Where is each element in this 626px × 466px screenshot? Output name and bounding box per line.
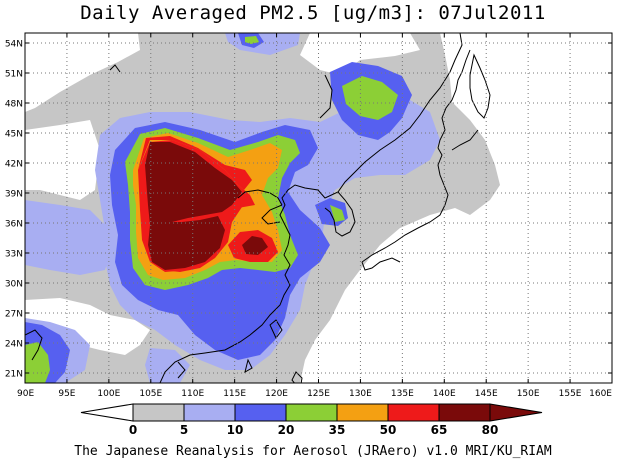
- lon-label: 135E: [391, 389, 414, 399]
- lat-label: 39N: [5, 190, 23, 200]
- lat-label: 36N: [5, 220, 23, 230]
- lon-label: 105E: [139, 389, 162, 399]
- footer-credit: The Japanese Reanalysis for Aerosol (JRA…: [74, 444, 552, 459]
- colorbar-label: 35: [329, 423, 346, 437]
- colorbar-over-arrow: [489, 403, 543, 422]
- colorbar-label: 5: [180, 423, 188, 437]
- lon-label: 115E: [223, 389, 246, 399]
- colorbar-box: [438, 403, 491, 422]
- colorbar-label: 0: [129, 423, 137, 437]
- lat-label: 30N: [5, 280, 23, 290]
- colorbar-box: [336, 403, 389, 422]
- colorbar-box: [183, 403, 236, 422]
- colorbar-label: 20: [278, 423, 295, 437]
- lon-label: 150E: [517, 389, 540, 399]
- colorbar-label: 10: [227, 423, 244, 437]
- colorbar: 0 5 10 20 35 50 65 80: [80, 403, 543, 437]
- colorbar-under-arrow: [80, 403, 134, 422]
- lat-label: 42N: [5, 160, 23, 170]
- longitude-labels: 90E 95E 100E 105E 110E 115E 120E 125E 130E 135E 14…: [17, 389, 612, 399]
- lat-label: 33N: [5, 250, 23, 260]
- map-title: Daily Averaged PM2.5 [ug/m3]: 07Jul2011: [80, 2, 546, 24]
- colorbar-label: 65: [431, 423, 448, 437]
- colorbar-box: [387, 403, 440, 422]
- lat-label: 21N: [5, 370, 23, 380]
- colorbar-box: [132, 403, 185, 422]
- lat-label: 51N: [5, 70, 23, 80]
- colorbar-label: 80: [482, 423, 499, 437]
- lon-label: 130E: [349, 389, 372, 399]
- lon-label: 125E: [307, 389, 330, 399]
- lat-label: 48N: [5, 100, 23, 110]
- lon-label: 95E: [58, 389, 75, 399]
- lat-label: 54N: [5, 40, 23, 50]
- colorbar-label: 50: [380, 423, 397, 437]
- level-80-plus-areas: [145, 142, 268, 270]
- lon-label: 145E: [475, 389, 498, 399]
- lon-label: 110E: [181, 389, 204, 399]
- lon-label: 140E: [433, 389, 456, 399]
- lat-label: 45N: [5, 130, 23, 140]
- lon-label: 120E: [265, 389, 288, 399]
- lon-label: 90E: [17, 389, 34, 399]
- colorbar-box: [234, 403, 287, 422]
- latitude-labels: 54N 51N 48N 45N 42N 39N 36N 33N 30N 27N 24N 21N: [5, 40, 23, 380]
- axis-ticks: [24, 33, 613, 383]
- lon-label: 155E: [559, 389, 582, 399]
- lon-label: 100E: [97, 389, 120, 399]
- coastline: [25, 33, 491, 383]
- lon-label: 160E: [589, 389, 612, 399]
- lat-label: 24N: [5, 340, 23, 350]
- lat-label: 27N: [5, 310, 23, 320]
- colorbar-box: [285, 403, 338, 422]
